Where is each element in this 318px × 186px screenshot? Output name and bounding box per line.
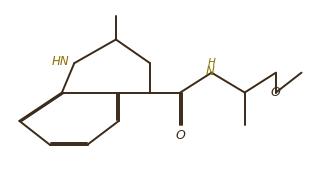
- Text: HN: HN: [52, 55, 69, 68]
- Text: H: H: [208, 57, 215, 68]
- Text: N: N: [206, 65, 215, 78]
- Text: O: O: [175, 129, 185, 142]
- Text: O: O: [271, 86, 281, 99]
